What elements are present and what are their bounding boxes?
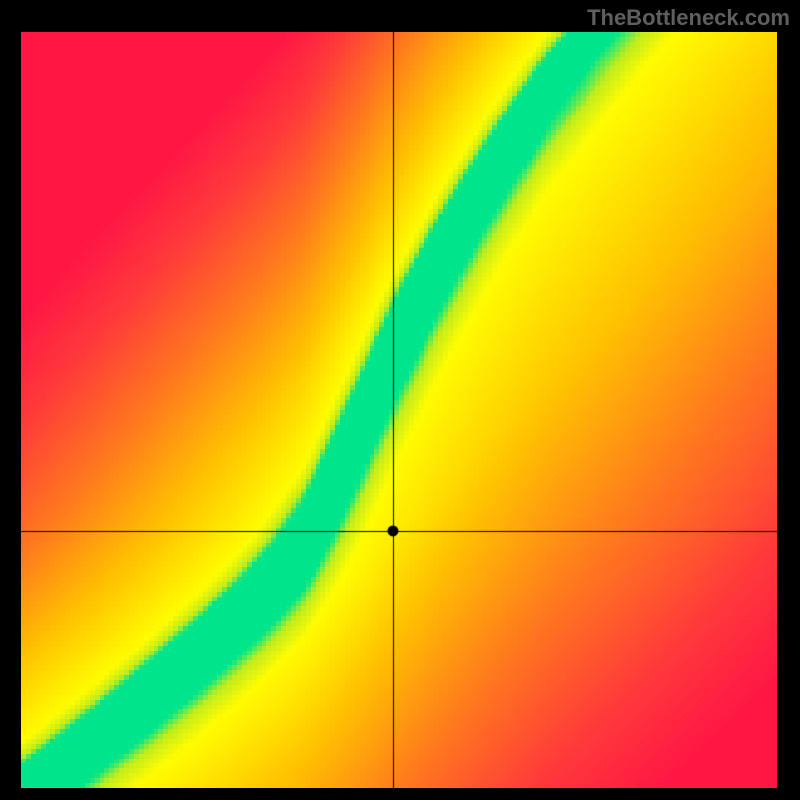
watermark-text: TheBottleneck.com [587, 5, 790, 31]
chart-container: TheBottleneck.com [0, 0, 800, 800]
crosshair-overlay [21, 32, 777, 788]
